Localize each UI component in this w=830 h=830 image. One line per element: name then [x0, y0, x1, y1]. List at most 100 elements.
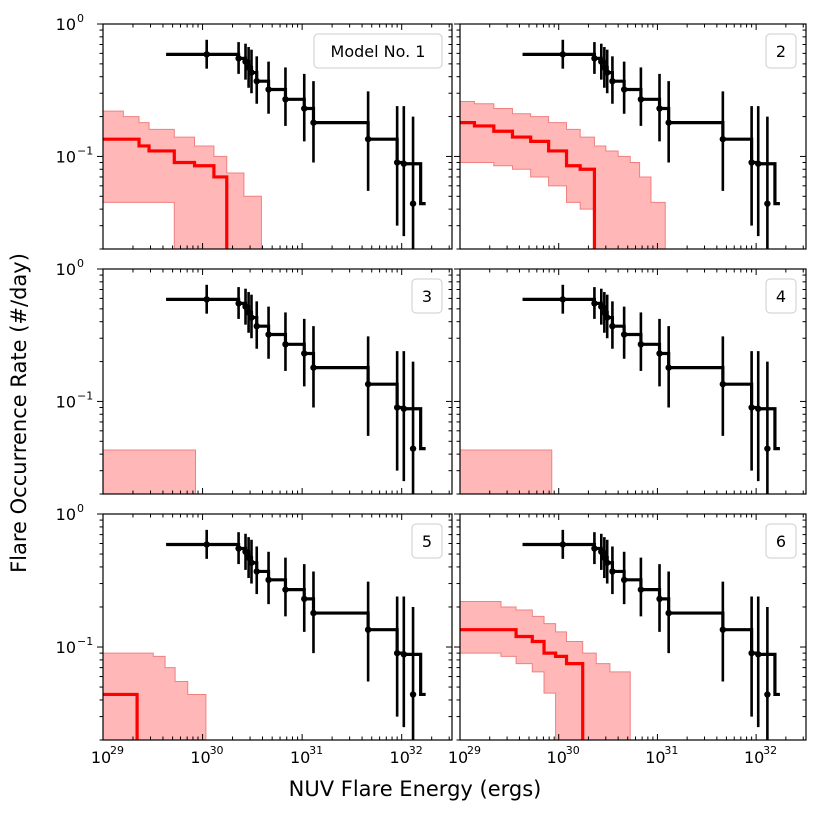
data-point [409, 200, 417, 207]
x-tick-label: 10 [91, 748, 111, 767]
data-point [282, 586, 289, 593]
data-point [620, 86, 628, 93]
legend-box [765, 33, 797, 69]
data-point [364, 135, 372, 143]
data-point [637, 586, 645, 593]
data-point [591, 300, 598, 307]
axes-frame [102, 513, 453, 741]
panel-4: 4 [454, 268, 807, 495]
x-tick-label: 10 [290, 748, 310, 767]
data-point [203, 51, 210, 58]
model-step-line [460, 121, 597, 249]
model-confidence-band [103, 652, 207, 740]
axes-frame [459, 23, 807, 250]
legend-label: 6 [776, 532, 786, 551]
plot-area [103, 529, 426, 740]
data-point [235, 300, 242, 307]
plot-area [460, 284, 780, 494]
data-point [282, 96, 289, 103]
data-point [665, 119, 672, 126]
y-tick-exponent: −1 [77, 389, 93, 402]
legend-box [313, 33, 443, 69]
x-axis-title: NUV Flare Energy (ergs) [289, 777, 542, 801]
ticks [97, 513, 452, 741]
data-point [265, 576, 272, 584]
x-tick-exponent: 31 [309, 744, 323, 757]
y-tick-label: 10 [56, 505, 76, 524]
y-tick-label: 10 [56, 392, 76, 411]
observed-step-line [166, 542, 426, 697]
data-point [764, 691, 771, 698]
legend-box [765, 278, 797, 314]
data-point [364, 380, 372, 388]
legend-box [411, 278, 443, 314]
data-point [719, 135, 727, 143]
y-tick-exponent: 0 [77, 12, 84, 25]
y-tick-label: 10 [56, 260, 76, 279]
data-point [248, 69, 255, 76]
data-point [665, 609, 672, 617]
data-point [409, 445, 417, 452]
y-axis-title: Flare Occurrence Rate (#/day) [7, 253, 31, 573]
model-confidence-band [103, 110, 262, 249]
data-point [665, 364, 672, 371]
data-point [609, 568, 616, 575]
data-point [235, 545, 242, 552]
data-point [764, 445, 771, 452]
x-tick-label: 10 [390, 748, 410, 767]
y-tick-exponent: −1 [77, 635, 93, 648]
data-point [301, 350, 308, 357]
data-point [235, 55, 242, 62]
legend-label: 4 [776, 287, 786, 306]
data-point [242, 58, 249, 65]
data-point [393, 159, 401, 166]
model-confidence-band [103, 449, 197, 494]
ticks [454, 513, 806, 741]
ticks [454, 268, 806, 495]
data-point [400, 651, 408, 658]
data-point [637, 341, 645, 348]
data-point [400, 405, 408, 412]
data-point [748, 649, 755, 657]
panel-3: 10 010 −13 [56, 257, 453, 495]
data-point [755, 160, 762, 167]
axes-frame [459, 513, 807, 741]
data-point [400, 160, 408, 167]
model-confidence-band [460, 600, 631, 740]
data-point [719, 626, 727, 633]
plot-area [103, 39, 426, 249]
data-point [265, 331, 272, 338]
x-tick-exponent: 31 [664, 744, 678, 757]
data-point [609, 322, 616, 330]
axes-frame [102, 23, 453, 250]
y-tick-label: 10 [56, 15, 76, 34]
data-point [620, 331, 628, 338]
data-point [242, 548, 249, 555]
axes-frame [102, 268, 453, 495]
data-point [591, 55, 598, 62]
ticks [97, 268, 452, 495]
data-point [364, 626, 372, 633]
x-tick-exponent: 32 [763, 744, 777, 757]
data-point [265, 86, 272, 93]
data-point [598, 58, 605, 65]
axes-frame [459, 268, 807, 495]
data-point [609, 77, 616, 85]
data-point [559, 51, 566, 58]
y-tick-exponent: 0 [77, 502, 84, 515]
x-tick-exponent: 32 [409, 744, 423, 757]
observed-step-line [522, 297, 780, 451]
ticks [454, 23, 806, 250]
data-point [637, 96, 645, 103]
x-tick-label: 10 [190, 748, 210, 767]
x-tick-exponent: 29 [110, 744, 124, 757]
panel-2: 2 [454, 23, 807, 250]
y-tick-exponent: 0 [77, 257, 84, 270]
legend-label: 5 [422, 532, 432, 551]
data-point [604, 69, 611, 76]
y-tick-label: 10 [56, 638, 76, 657]
plot-area [103, 284, 426, 494]
data-point [253, 77, 260, 85]
legend-label: Model No. 1 [331, 42, 426, 61]
